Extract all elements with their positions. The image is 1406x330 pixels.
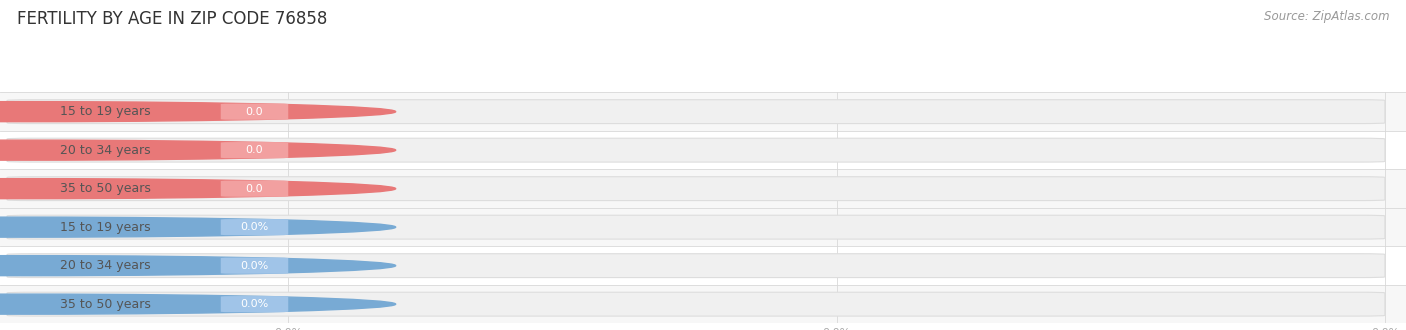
Circle shape <box>0 217 395 237</box>
FancyBboxPatch shape <box>221 142 288 158</box>
Text: 0.0: 0.0 <box>246 184 263 194</box>
FancyBboxPatch shape <box>7 215 1385 239</box>
Text: 0.0%: 0.0% <box>240 261 269 271</box>
FancyBboxPatch shape <box>221 219 288 235</box>
Bar <box>0 169 1406 208</box>
Bar <box>0 92 1406 131</box>
Text: 35 to 50 years: 35 to 50 years <box>60 298 152 311</box>
Circle shape <box>0 294 395 314</box>
Circle shape <box>0 256 395 276</box>
Bar <box>0 285 1406 323</box>
FancyBboxPatch shape <box>221 296 288 312</box>
FancyBboxPatch shape <box>7 138 1385 162</box>
FancyBboxPatch shape <box>221 181 288 197</box>
FancyBboxPatch shape <box>7 292 1385 316</box>
FancyBboxPatch shape <box>221 257 288 274</box>
Text: 0.0: 0.0 <box>246 145 263 155</box>
Circle shape <box>0 102 395 122</box>
Text: Source: ZipAtlas.com: Source: ZipAtlas.com <box>1264 10 1389 23</box>
FancyBboxPatch shape <box>7 177 1385 201</box>
Text: 15 to 19 years: 15 to 19 years <box>60 105 150 118</box>
FancyBboxPatch shape <box>7 100 1385 124</box>
Text: 0.0%: 0.0% <box>240 222 269 232</box>
FancyBboxPatch shape <box>221 104 288 120</box>
Bar <box>0 131 1406 169</box>
Text: 0.0: 0.0 <box>246 107 263 116</box>
Text: 20 to 34 years: 20 to 34 years <box>60 144 150 157</box>
Circle shape <box>0 140 395 160</box>
Text: 0.0%: 0.0% <box>240 299 269 309</box>
FancyBboxPatch shape <box>7 254 1385 278</box>
Text: 15 to 19 years: 15 to 19 years <box>60 221 150 234</box>
Text: 35 to 50 years: 35 to 50 years <box>60 182 152 195</box>
Bar <box>0 208 1406 247</box>
Circle shape <box>0 179 395 199</box>
Text: 20 to 34 years: 20 to 34 years <box>60 259 150 272</box>
Bar <box>0 247 1406 285</box>
Text: FERTILITY BY AGE IN ZIP CODE 76858: FERTILITY BY AGE IN ZIP CODE 76858 <box>17 10 328 28</box>
